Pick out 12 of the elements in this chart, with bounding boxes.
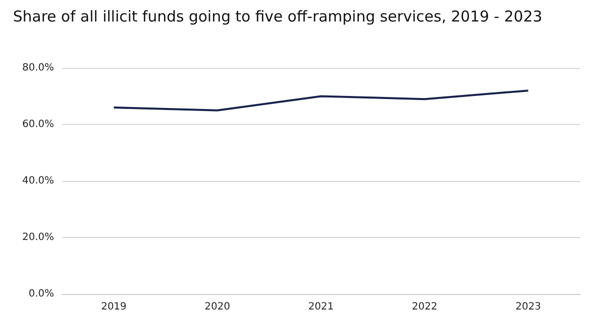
x-tick-label: 2023: [515, 302, 541, 312]
y-tick-label: 80.0%: [22, 62, 54, 74]
x-tick-label: 2022: [412, 302, 438, 312]
x-tick-label: 2020: [204, 302, 230, 312]
x-tick-label: 2021: [308, 302, 334, 312]
chart-title: Share of all illicit funds going to five off-ramping services, 2019 - 2023: [13, 8, 542, 26]
y-tick-label: 20.0%: [22, 232, 54, 243]
line-series: [112, 90, 530, 112]
x-tick-label: 2019: [101, 302, 127, 312]
y-tick-label: 40.0%: [22, 176, 54, 186]
y-tick-label: 0.0%: [28, 288, 54, 300]
y-tick-label: 60.0%: [22, 119, 54, 130]
